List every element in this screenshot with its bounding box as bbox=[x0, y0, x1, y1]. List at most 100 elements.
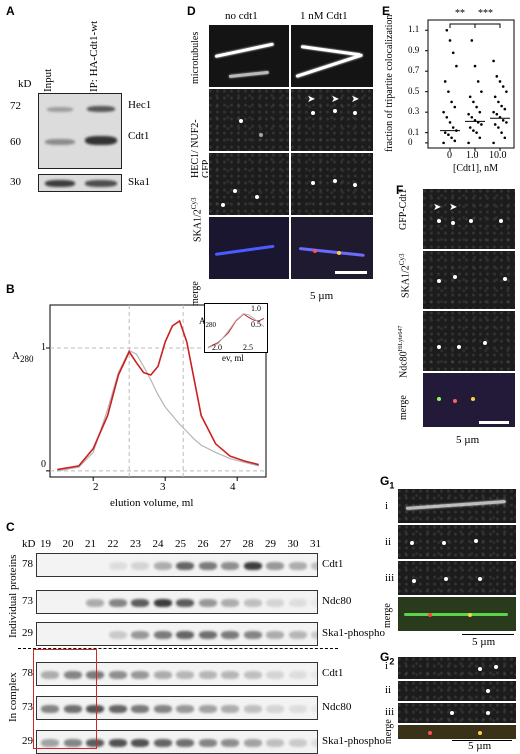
panel-c-row-protein: Ndc80 bbox=[322, 595, 352, 607]
panel-d-row-label: merge bbox=[190, 281, 201, 306]
panel-c-row-kd: 73 bbox=[22, 701, 33, 713]
panel-c-row-kd: 73 bbox=[22, 595, 33, 607]
panel-b-inset-ytick: 1.0 bbox=[251, 304, 261, 313]
panel-d-col-with: 1 nM Cdt1 bbox=[300, 10, 348, 22]
panel-g1-row-label: i bbox=[385, 500, 389, 512]
chart-e-point bbox=[505, 90, 508, 93]
panel-d-micrograph bbox=[208, 88, 290, 152]
panel-letter-g2: G2 bbox=[380, 650, 395, 667]
panel-a-protein: Cdt1 bbox=[128, 130, 150, 142]
panel-b-chart bbox=[46, 304, 267, 481]
chart-e-point bbox=[478, 110, 482, 114]
panel-c-fraction-number: 27 bbox=[220, 538, 231, 550]
chart-e-point bbox=[451, 51, 455, 55]
chart-e-point bbox=[500, 131, 503, 134]
chart-e-point bbox=[447, 90, 450, 93]
panel-d-row-label: microtubules bbox=[190, 31, 201, 84]
chart-e-point bbox=[476, 80, 480, 83]
chart-e-point bbox=[472, 100, 475, 104]
panel-b-xlabel: elution volume, ml bbox=[110, 497, 194, 509]
chart-e-point bbox=[448, 121, 452, 124]
chart-e-point bbox=[470, 39, 474, 42]
chart-e-point bbox=[498, 80, 502, 83]
chart-e-point bbox=[493, 95, 497, 99]
panel-f-micrograph: ➤ ➤ bbox=[422, 188, 516, 250]
panel-b-ytick: 1 bbox=[41, 342, 46, 353]
panel-f-micrograph bbox=[422, 310, 516, 372]
panel-c-fraction-number: 29 bbox=[265, 538, 276, 550]
panel-c-fraction-number: 31 bbox=[310, 538, 321, 550]
panel-g1-row-label: iii bbox=[385, 572, 395, 584]
chart-e-point bbox=[480, 123, 483, 126]
panel-d-micrograph bbox=[208, 24, 290, 88]
panel-letter-e: E bbox=[382, 4, 391, 18]
panel-g2-scale-label: 5 µm bbox=[468, 740, 492, 752]
panel-g2-micrograph bbox=[397, 680, 517, 702]
chart-e-point bbox=[472, 129, 475, 132]
panel-b-xtick: 2 bbox=[93, 481, 99, 493]
panel-e-ytick: 0.7 bbox=[408, 65, 420, 76]
panel-e-ylabel: fraction of tripartite colocalization bbox=[384, 14, 395, 152]
panel-e-sig: *** bbox=[478, 8, 493, 19]
panel-letter-b: B bbox=[6, 282, 15, 296]
panel-a-blot-bottom bbox=[38, 174, 122, 192]
chart-e-point bbox=[503, 136, 507, 140]
panel-f-row-label-ndc: Ndc80HiLyte647 bbox=[398, 325, 410, 378]
panel-g1-micrograph bbox=[397, 596, 517, 632]
panel-a-marker: 60 bbox=[10, 136, 21, 148]
chart-e-point bbox=[492, 59, 495, 63]
panel-a-marker: 30 bbox=[10, 176, 21, 188]
panel-f-scale-label: 5 µm bbox=[456, 434, 480, 446]
panel-e-ytick: 0.5 bbox=[408, 85, 420, 96]
panel-letter-f: F bbox=[396, 183, 404, 197]
panel-b-xtick: 3 bbox=[160, 481, 166, 493]
chart-e-point bbox=[492, 141, 495, 145]
panel-d-micrograph bbox=[290, 152, 374, 216]
chart-e-point bbox=[493, 123, 497, 126]
chart-e-point bbox=[473, 64, 477, 68]
chart-e-point bbox=[451, 126, 455, 129]
chart-e-point bbox=[505, 121, 508, 124]
panel-d-micrograph bbox=[208, 152, 290, 216]
panel-a-protein: Hec1 bbox=[128, 99, 152, 111]
panel-c-group-top: Individual proteins bbox=[7, 554, 19, 638]
panel-g1-row-label: ii bbox=[385, 536, 392, 548]
chart-b-inset-line bbox=[207, 313, 265, 349]
chart-e-point bbox=[447, 133, 450, 136]
chart-e-point bbox=[501, 85, 505, 88]
panel-c-blot-strip bbox=[36, 553, 318, 577]
panel-c-highlight-box bbox=[33, 649, 97, 749]
panel-g1-scale-label: 5 µm bbox=[472, 636, 496, 648]
panel-b-inset-xtick: 2.0 bbox=[212, 343, 222, 352]
panel-letter-c: C bbox=[6, 520, 15, 534]
panel-c-fraction-number: 19 bbox=[40, 538, 51, 550]
panel-b-inset-chart bbox=[204, 303, 268, 353]
panel-g2-row-label: merge bbox=[383, 719, 394, 744]
panel-e-xtick: 10.0 bbox=[489, 150, 507, 161]
panel-g1-micrograph bbox=[397, 524, 517, 560]
panel-d-scale-label: 5 µm bbox=[310, 290, 334, 302]
chart-e-point bbox=[450, 100, 453, 104]
chart-e-point bbox=[442, 141, 445, 145]
chart-e-point bbox=[475, 105, 478, 109]
panel-a-blot-top bbox=[38, 93, 122, 169]
panel-c-fraction-number: 26 bbox=[197, 538, 209, 550]
panel-c-row-kd: 29 bbox=[22, 627, 33, 639]
chart-e-point bbox=[475, 131, 478, 134]
panel-b-inset-ytick: 0.5 bbox=[251, 320, 261, 329]
panel-c-blot-strip bbox=[36, 696, 318, 720]
panel-g2-micrograph bbox=[397, 724, 517, 740]
panel-b-inset-xtick: 2.5 bbox=[243, 343, 253, 352]
chart-e-point bbox=[501, 119, 505, 122]
panel-c-blot-strip bbox=[36, 662, 318, 686]
panel-d-micrograph bbox=[290, 24, 374, 88]
panel-d-micrograph bbox=[208, 216, 290, 280]
panel-letter-g1: G1 bbox=[380, 474, 395, 491]
panel-e-ytick: 0.9 bbox=[408, 44, 420, 55]
panel-f-row-label: GFP-Cdt1 bbox=[398, 188, 409, 230]
panel-c-row-protein: Ska1-phospho bbox=[322, 627, 385, 639]
panel-g2-row-label: ii bbox=[385, 684, 392, 696]
panel-a-lane-input: Input bbox=[42, 68, 54, 92]
chart-e-point bbox=[455, 64, 458, 68]
panel-d-row-label-cy3: SKA1/2Cy3 bbox=[190, 197, 204, 242]
